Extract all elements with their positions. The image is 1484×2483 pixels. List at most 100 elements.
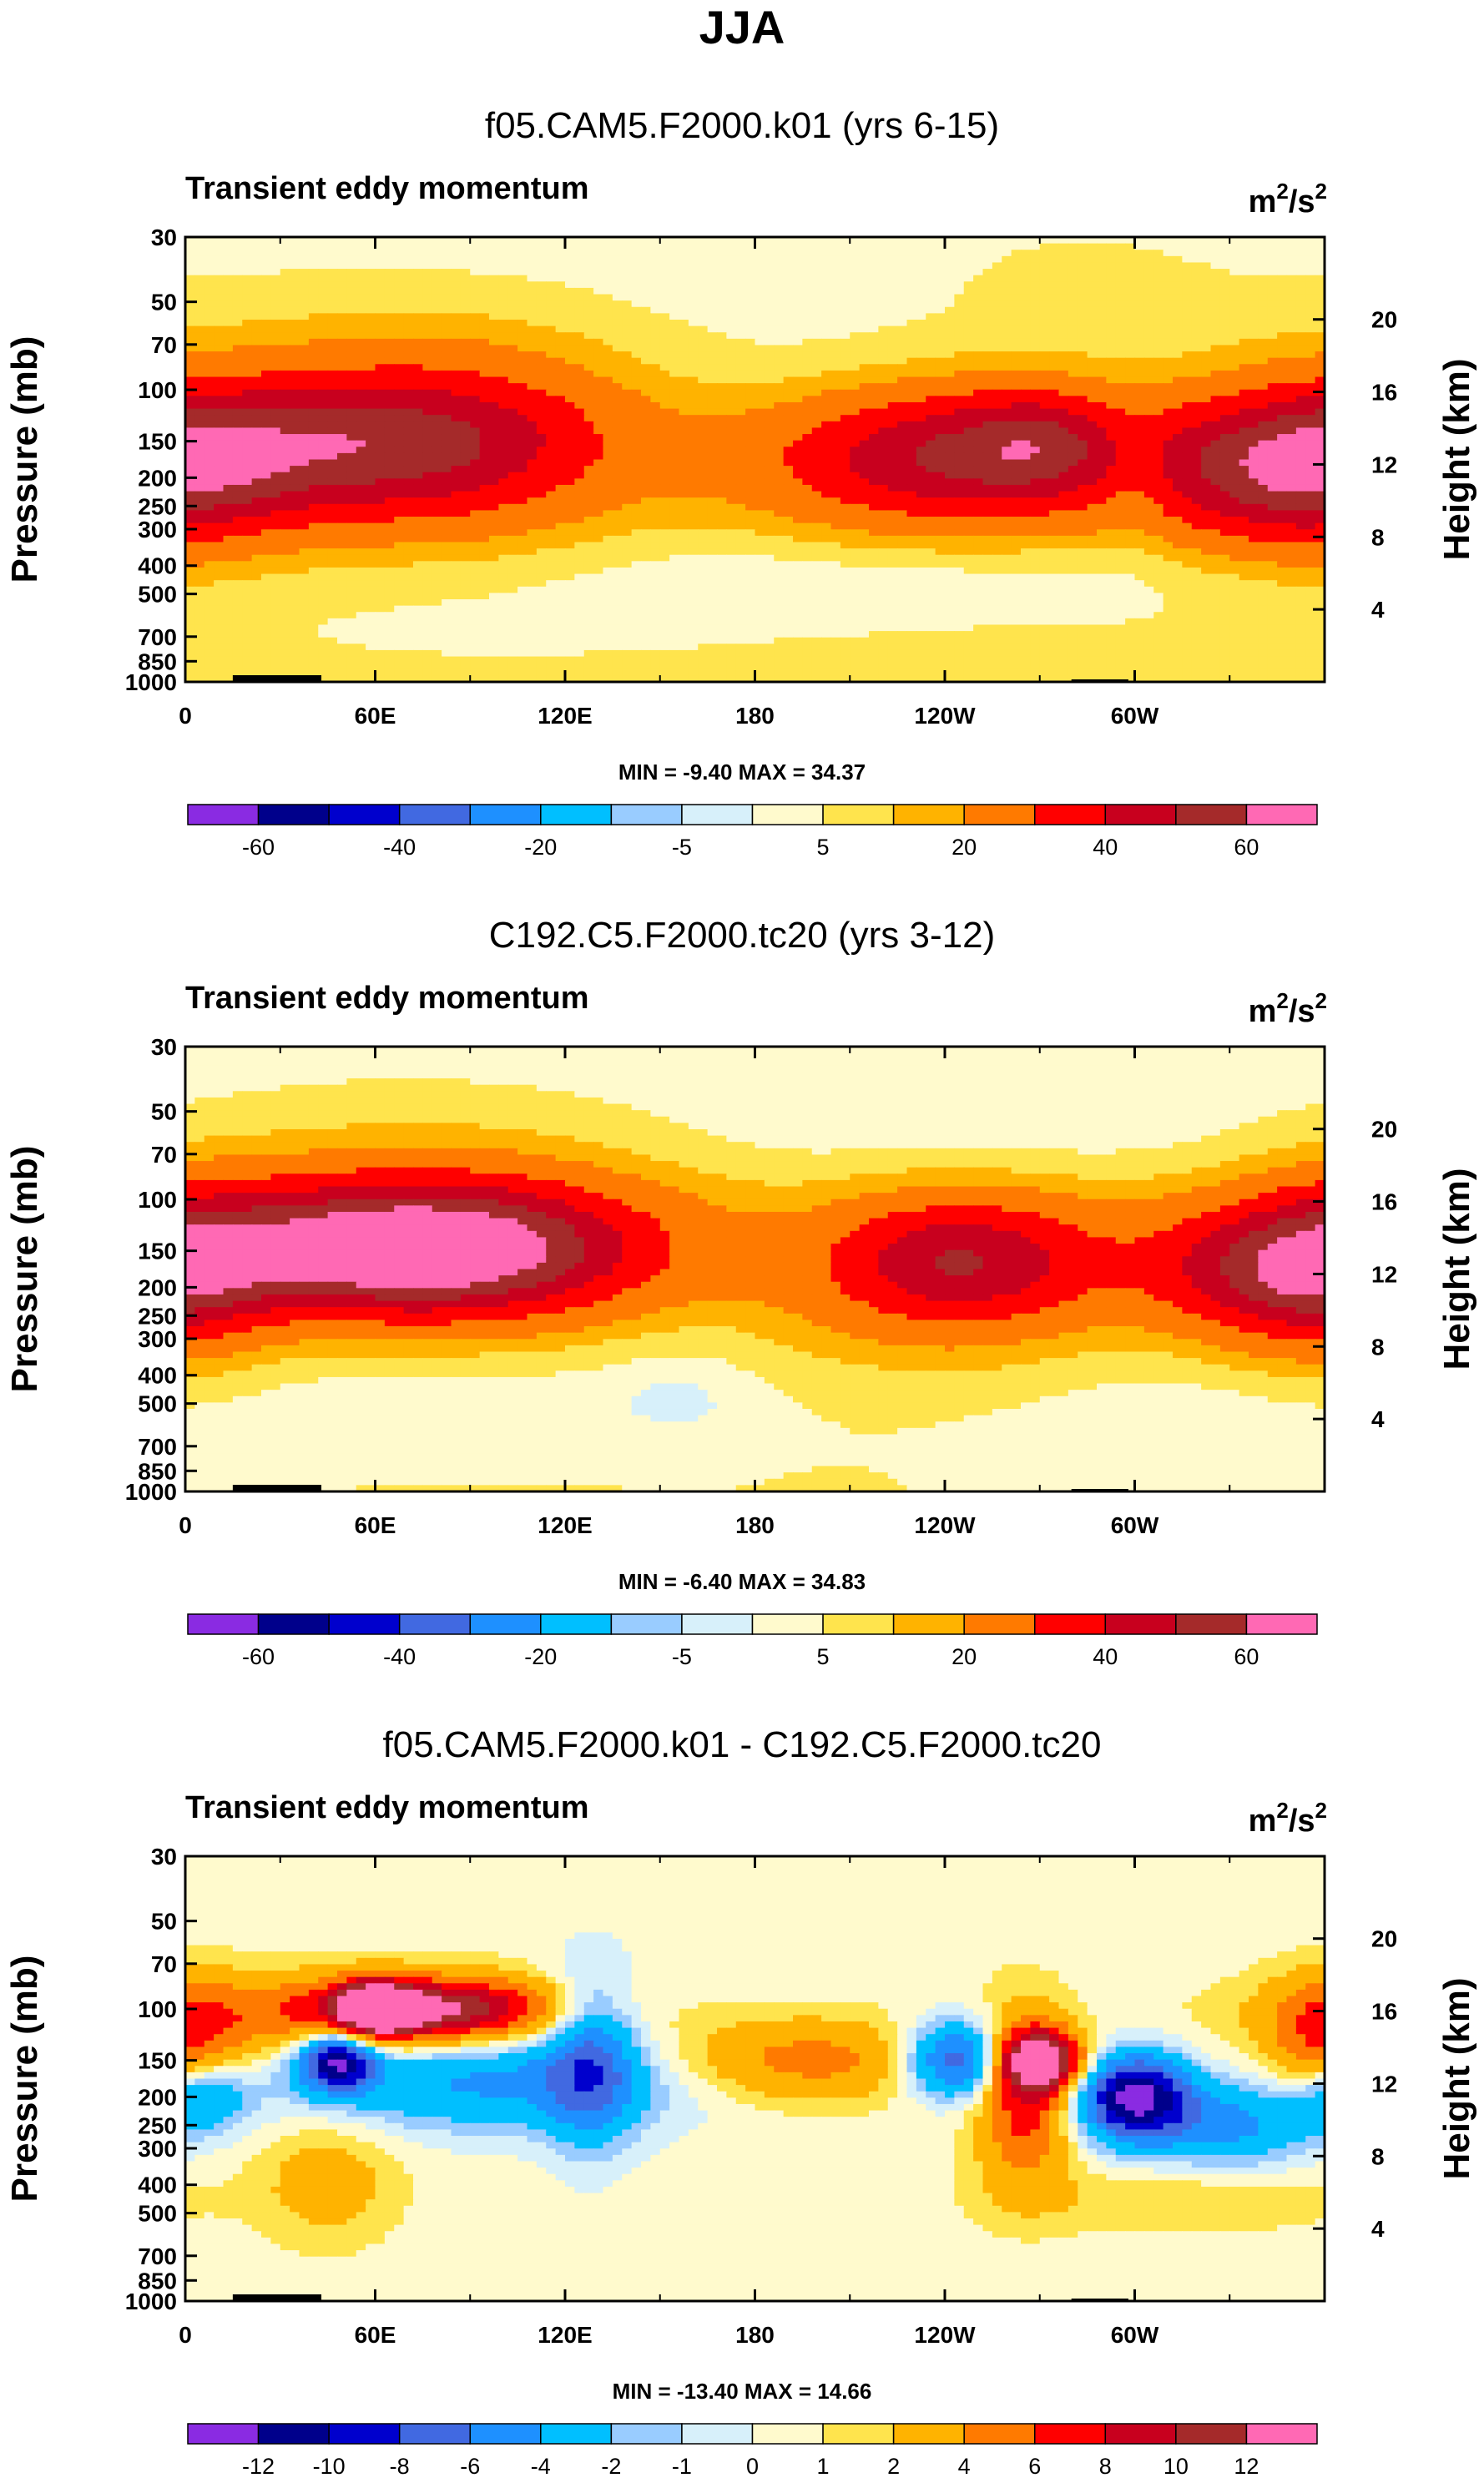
heatmap-cell — [802, 376, 813, 384]
heatmap-cell — [1106, 294, 1117, 301]
heatmap-cell — [945, 351, 955, 359]
heatmap-cell — [897, 440, 908, 447]
heatmap-cell — [1115, 255, 1126, 264]
heatmap-cell — [232, 370, 243, 378]
heatmap-cell — [1239, 306, 1249, 314]
heatmap-cell — [659, 338, 670, 346]
heatmap-cell — [802, 364, 813, 371]
heatmap-cell — [527, 421, 538, 429]
heatmap-cell — [413, 332, 423, 340]
heatmap-cell — [1163, 364, 1174, 371]
heatmap-cell — [659, 459, 670, 467]
heatmap-cell — [460, 345, 471, 352]
heatmap-cell — [764, 287, 775, 295]
heatmap-cell — [1173, 345, 1183, 352]
heatmap-cell — [394, 237, 405, 245]
heatmap-cell — [1267, 415, 1278, 422]
heatmap-cell — [1315, 491, 1325, 498]
heatmap-cell — [1097, 421, 1107, 429]
heatmap-cell — [707, 396, 718, 403]
heatmap-cell — [1201, 364, 1212, 371]
heatmap-cell — [906, 281, 917, 289]
heatmap-cell — [973, 364, 984, 371]
heatmap-cell — [403, 300, 414, 308]
heatmap-cell — [1191, 243, 1202, 250]
heatmap-cell — [735, 408, 746, 416]
heatmap-cell — [337, 376, 347, 384]
heatmap-cell — [507, 351, 518, 359]
heatmap-cell — [536, 472, 547, 479]
heatmap-cell — [327, 401, 338, 410]
heatmap-cell — [1002, 262, 1012, 270]
heatmap-cell — [1115, 491, 1126, 498]
heatmap-cell — [527, 370, 538, 378]
heatmap-cell — [830, 434, 841, 442]
heatmap-cell — [232, 484, 243, 492]
heatmap-cell — [698, 275, 709, 282]
heatmap-cell — [470, 389, 481, 396]
heatmap-cell — [1219, 484, 1230, 492]
heatmap-cell — [308, 491, 319, 498]
heatmap-cell — [470, 243, 481, 250]
heatmap-cell — [1286, 466, 1297, 473]
heatmap-cell — [337, 466, 347, 473]
heatmap-cell — [527, 281, 538, 289]
heatmap-cell — [859, 376, 870, 384]
heatmap-cell — [679, 472, 689, 479]
heatmap-cell — [735, 370, 746, 378]
heatmap-cell — [859, 383, 870, 391]
heatmap-cell — [1239, 484, 1249, 492]
heatmap-cell — [869, 250, 879, 257]
heatmap-cell — [745, 491, 756, 498]
heatmap-cell — [1277, 287, 1288, 295]
heatmap-cell — [1201, 434, 1212, 442]
heatmap-cell — [992, 319, 1002, 327]
heatmap-cell — [1229, 255, 1240, 264]
heatmap-cell — [859, 326, 870, 333]
heatmap-cell — [242, 281, 253, 289]
heatmap-cell — [982, 306, 993, 314]
heatmap-cell — [935, 389, 946, 396]
heatmap-cell — [1315, 434, 1325, 442]
heatmap-cell — [1239, 237, 1249, 245]
heatmap-cell — [261, 287, 271, 295]
heatmap-cell — [821, 459, 832, 467]
heatmap-cell — [346, 269, 357, 276]
heatmap-cell — [1030, 478, 1041, 486]
heatmap-cell — [1097, 338, 1107, 346]
heatmap-cell — [603, 351, 613, 359]
heatmap-cell — [318, 401, 329, 410]
heatmap-cell — [1249, 376, 1259, 384]
heatmap-cell — [603, 275, 613, 282]
heatmap-cell — [555, 326, 566, 333]
heatmap-cell — [1305, 440, 1316, 447]
heatmap-cell — [1219, 345, 1230, 352]
heatmap-cell — [992, 255, 1002, 264]
heatmap-cell — [194, 370, 205, 378]
heatmap-cell — [1239, 300, 1249, 308]
heatmap-cell — [527, 255, 538, 264]
heatmap-cell — [1173, 332, 1183, 340]
heatmap-cell — [1087, 319, 1098, 327]
heatmap-cell — [290, 421, 300, 429]
heatmap-cell — [850, 472, 861, 479]
heatmap-cell — [1219, 478, 1230, 486]
heatmap-cell — [280, 250, 290, 257]
heatmap-cell — [489, 357, 499, 365]
heatmap-cell — [783, 357, 794, 365]
heatmap-cell — [1267, 427, 1278, 435]
heatmap-cell — [1125, 434, 1136, 442]
heatmap-cell — [603, 319, 613, 327]
heatmap-cell — [470, 370, 481, 378]
heatmap-cell — [1153, 396, 1164, 403]
heatmap-cell — [327, 269, 338, 276]
heatmap-cell — [906, 434, 917, 442]
heatmap-cell — [774, 389, 785, 396]
heatmap-cell — [280, 434, 290, 442]
heatmap-cell — [992, 383, 1002, 391]
heatmap-cell — [432, 364, 442, 371]
heatmap-cell — [337, 427, 347, 435]
heatmap-cell — [811, 459, 822, 467]
heatmap-cell — [954, 243, 965, 250]
heatmap-cell — [821, 255, 832, 264]
